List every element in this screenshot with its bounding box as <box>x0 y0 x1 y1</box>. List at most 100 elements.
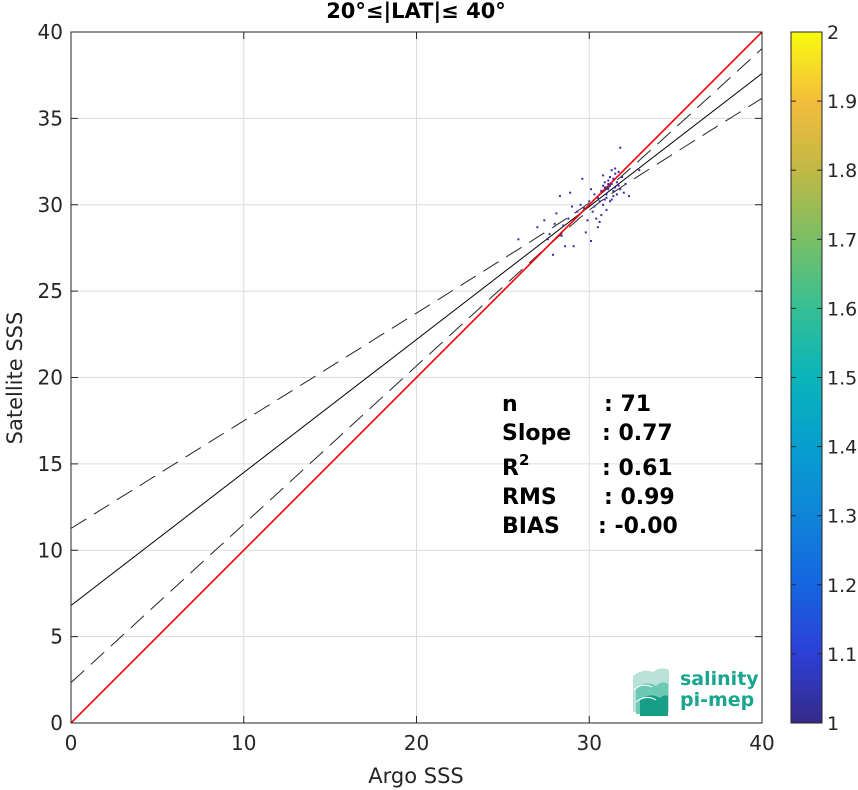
x-tick-label: 30 <box>577 731 602 755</box>
stat-label: R <box>502 456 519 481</box>
data-point <box>612 177 615 180</box>
title: 20°≤|LAT|≤ 40° <box>326 0 506 24</box>
logo-line1: salinity <box>680 668 759 690</box>
data-point <box>610 198 613 201</box>
stats-box: n: 71 Slope: 0.77 R 2: 0.61 RMS: 0.99 BIAS: -… <box>502 392 678 539</box>
data-point <box>567 217 570 220</box>
scatter-points <box>517 146 641 256</box>
data-point <box>614 167 617 170</box>
data-point <box>583 207 586 210</box>
data-point <box>598 200 601 203</box>
data-point <box>609 184 611 187</box>
one-to-one-line <box>71 32 762 723</box>
colorbar-tick-label: 1.1 <box>827 644 857 666</box>
data-point <box>609 200 611 203</box>
data-point <box>600 189 603 192</box>
data-point <box>603 181 606 184</box>
data-point <box>621 176 624 179</box>
colorbar-tick-label: 1.3 <box>827 506 857 528</box>
y-tick-label: 30 <box>38 193 63 217</box>
x-tick-label: 0 <box>65 731 78 755</box>
stat-label: Slope <box>502 421 571 446</box>
data-point <box>571 205 573 208</box>
data-point <box>602 203 605 206</box>
colorbar-tick-label: 1.4 <box>827 437 857 459</box>
stat-label-superscript: 2 <box>519 451 529 469</box>
data-point <box>590 240 592 242</box>
data-point <box>605 193 608 196</box>
data-point <box>607 188 610 191</box>
data-point <box>562 224 565 227</box>
y-axis-label: Satellite SSS <box>3 312 27 445</box>
x-tick-label: 40 <box>749 731 774 755</box>
stat-label: n <box>502 392 518 417</box>
data-point <box>628 195 630 198</box>
colorbar-tick-label: 1.7 <box>827 229 857 251</box>
x-tick-label: 20 <box>404 731 429 755</box>
data-point <box>581 177 584 180</box>
colorbar-tick-label: 1.6 <box>827 298 857 320</box>
data-point <box>610 169 613 172</box>
data-point <box>591 210 594 213</box>
x-tick-label: 10 <box>231 731 256 755</box>
data-point <box>569 191 572 194</box>
data-point <box>588 200 591 203</box>
data-point <box>576 210 579 213</box>
data-point <box>546 238 549 241</box>
data-point <box>558 195 561 198</box>
stat-label: RMS <box>502 485 557 510</box>
data-point <box>584 231 587 234</box>
colorbar-tick-label: 1.5 <box>827 368 857 390</box>
data-point <box>586 219 589 222</box>
data-point <box>579 203 582 206</box>
data-point <box>614 186 617 189</box>
data-point <box>548 233 551 236</box>
data-point <box>543 219 546 222</box>
data-point <box>593 193 596 196</box>
data-point <box>593 205 596 208</box>
data-point <box>605 208 608 211</box>
y-tick-label: 15 <box>38 452 63 476</box>
axes: 0 10 20 30 40 0 5 10 15 20 25 30 35 40 <box>38 20 775 755</box>
confidence-upper <box>71 48 762 529</box>
stat-value: : 0.77 <box>602 421 673 446</box>
data-point <box>536 226 539 229</box>
data-point <box>598 221 601 223</box>
data-point <box>617 184 620 187</box>
chart-title: 20°≤|LAT|≤ 40° <box>326 0 506 24</box>
data-point <box>624 183 627 185</box>
colorbar: 1 1.1 1.2 1.3 1.4 1.5 1.6 1.7 1.8 1.9 2 <box>790 22 857 735</box>
data-point <box>614 172 617 175</box>
data-point <box>553 222 556 225</box>
data-point <box>605 196 608 199</box>
data-point <box>622 191 625 194</box>
data-point <box>615 181 618 184</box>
colorbar-tick-label: 1 <box>827 713 839 735</box>
y-tick-label: 10 <box>38 538 63 562</box>
stat-value: : -0.00 <box>598 514 678 539</box>
data-point <box>595 217 598 220</box>
salinity-wave-icon <box>633 668 669 716</box>
data-point <box>560 234 563 237</box>
data-point <box>609 176 611 179</box>
y-tick-label: 25 <box>38 279 63 303</box>
data-point <box>617 170 620 173</box>
data-point <box>590 188 592 191</box>
data-point <box>612 195 615 198</box>
colorbar-ticks: 1 1.1 1.2 1.3 1.4 1.5 1.6 1.7 1.8 1.9 2 <box>791 22 857 735</box>
data-point <box>619 188 622 191</box>
y-tick-label: 35 <box>38 106 63 130</box>
x-axis-label: Argo SSS <box>368 764 463 788</box>
data-point <box>603 198 606 201</box>
data-point <box>610 183 613 185</box>
data-point <box>602 174 605 177</box>
data-point <box>517 238 520 241</box>
logo: salinity pi-mep <box>633 668 759 716</box>
regression-line <box>71 73 762 606</box>
y-tick-label: 5 <box>50 625 63 649</box>
colorbar-tick-label: 1.9 <box>827 91 857 113</box>
stat-label: BIAS <box>502 514 560 539</box>
data-point <box>596 226 599 229</box>
y-tick-label: 40 <box>38 20 63 44</box>
